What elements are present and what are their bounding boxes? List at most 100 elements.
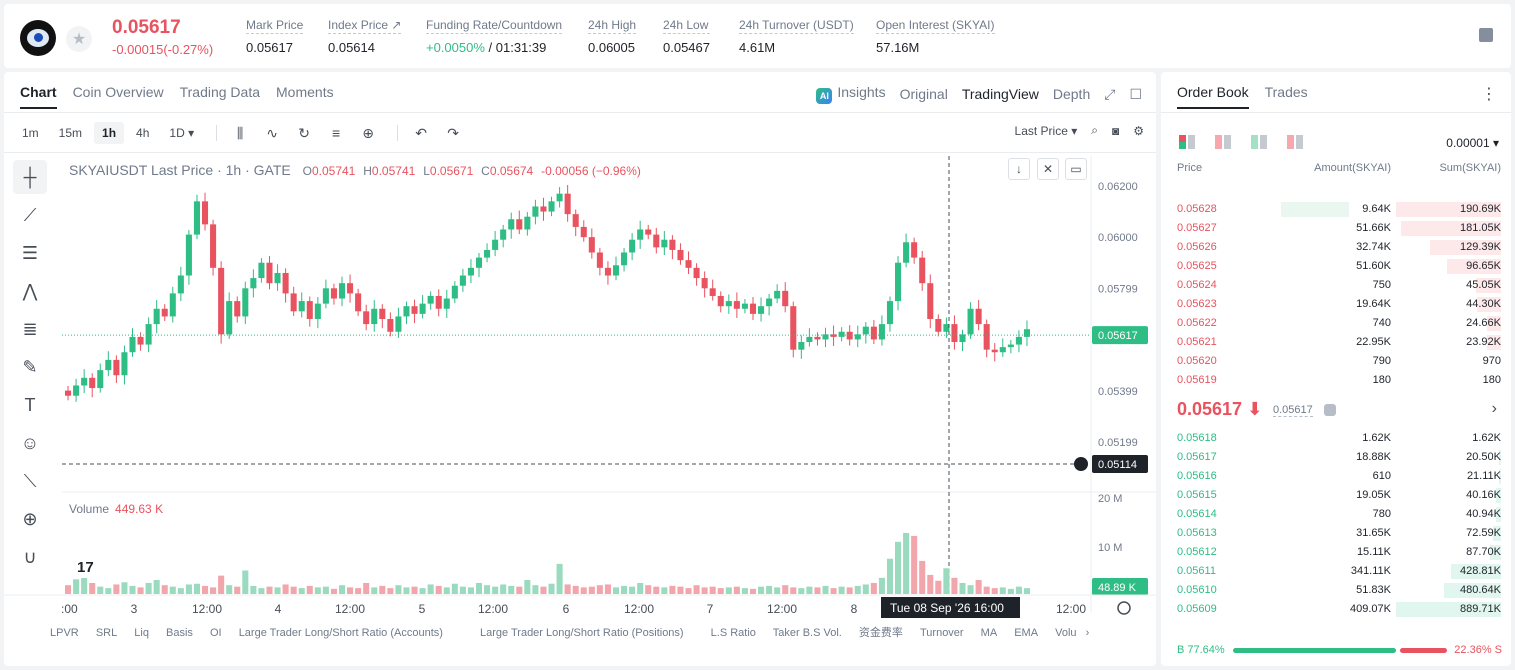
indicator-item[interactable]: L.S Ratio — [710, 627, 756, 639]
interval-1h[interactable]: 1h — [94, 122, 125, 144]
expand-icon[interactable]: ⤢ — [1104, 85, 1116, 102]
redo-icon[interactable]: ↷ — [447, 124, 459, 141]
crosshair-icon[interactable]: ┼ — [13, 160, 47, 194]
indicators-icon[interactable]: ∿ — [266, 124, 278, 141]
interval-4h[interactable]: 4h — [136, 126, 150, 140]
scroll-down-icon[interactable]: ↓ — [1008, 158, 1030, 180]
announcement-icon[interactable] — [1479, 28, 1493, 42]
volume-bar — [282, 584, 289, 594]
ask-row[interactable]: 0.05623 19.64K 44.30K — [1161, 295, 1511, 314]
favorite-star-icon[interactable]: ★ — [66, 26, 92, 52]
candle-body — [129, 336, 136, 353]
ask-row[interactable]: 0.05621 22.95K 23.92K — [1161, 333, 1511, 352]
collapse-icon[interactable]: ✕ — [1037, 158, 1059, 180]
volume-bar — [516, 586, 523, 594]
ask-row[interactable]: 0.05622 740 24.66K — [1161, 314, 1511, 333]
tab-trades[interactable]: Trades — [1264, 84, 1308, 100]
bid-row[interactable]: 0.05613 31.65K 72.59K — [1161, 524, 1511, 543]
window-icon[interactable]: ☐ — [1129, 85, 1142, 102]
bid-row[interactable]: 0.05616 610 21.11K — [1161, 467, 1511, 486]
more-menu-icon[interactable]: ⋮ — [1481, 86, 1497, 103]
brush-icon[interactable]: ✎ — [22, 356, 38, 377]
bid-row[interactable]: 0.05618 1.62K 1.62K — [1161, 429, 1511, 448]
indicator-item[interactable]: 资金费率 — [858, 627, 903, 639]
indicator-item[interactable]: Volu — [1055, 627, 1077, 639]
stat-mark-price[interactable]: Mark Price 0.05617 — [246, 18, 304, 55]
mode-both-light-icon[interactable] — [1215, 135, 1231, 149]
search-icon[interactable]: ⌕ — [1091, 123, 1098, 137]
volume-bar — [895, 541, 902, 594]
indicator-item[interactable]: Basis — [166, 627, 193, 639]
magnet-icon[interactable]: ∪ — [23, 546, 37, 567]
interval-1m[interactable]: 1m — [22, 126, 39, 140]
price-type-dropdown[interactable]: Last Price ▾ — [1014, 123, 1078, 138]
pattern-icon[interactable]: ⋀ — [22, 280, 38, 301]
volume-bar — [903, 532, 910, 594]
tab-moments[interactable]: Moments — [276, 84, 334, 100]
mode-both-icon[interactable] — [1179, 135, 1195, 149]
insights-button[interactable]: AI Insights — [816, 84, 886, 104]
indicator-item[interactable]: OI — [210, 627, 222, 639]
indicator-item[interactable]: SRL — [95, 627, 118, 639]
precision-dropdown[interactable]: 0.00001 ▾ — [1446, 136, 1499, 150]
bid-row[interactable]: 0.05610 51.83K 480.64K — [1161, 581, 1511, 600]
tab-chart[interactable]: Chart — [20, 84, 57, 109]
refresh-icon[interactable]: ↻ — [298, 124, 310, 141]
price-chart[interactable]: 0.062000.060000.057990.055990.053990.051… — [4, 72, 1156, 666]
ruler-icon[interactable]: ⟍ — [23, 470, 37, 491]
bid-row[interactable]: 0.05617 18.88K 20.50K — [1161, 448, 1511, 467]
templates-icon[interactable]: ≡ — [332, 125, 341, 141]
chevron-right-icon[interactable]: › — [1085, 627, 1090, 639]
gear-icon[interactable]: ⚙ — [1133, 123, 1144, 138]
bid-row[interactable]: 0.05609 409.07K 889.71K — [1161, 600, 1511, 619]
bid-row[interactable]: 0.05612 15.11K 87.70K — [1161, 543, 1511, 562]
ask-row[interactable]: 0.05628 9.64K 190.69K — [1161, 200, 1511, 219]
view-original[interactable]: Original — [899, 86, 948, 102]
view-depth[interactable]: Depth — [1052, 86, 1091, 102]
bid-row[interactable]: 0.05611 341.11K 428.81K — [1161, 562, 1511, 581]
tab-order-book[interactable]: Order Book — [1177, 84, 1249, 109]
candle-body — [516, 219, 523, 230]
candlestick-type-icon[interactable]: ⫼ — [236, 124, 244, 141]
candle-body — [653, 234, 660, 248]
indicator-item[interactable]: EMA — [1014, 627, 1039, 639]
zoom-in-icon[interactable]: ⊕ — [22, 508, 38, 529]
ask-row[interactable]: 0.05620 790 970 — [1161, 352, 1511, 371]
indicator-item[interactable]: Turnover — [919, 627, 964, 639]
stat-funding-rate[interactable]: Funding Rate/Countdown +0.0050% / 01:31:… — [426, 18, 563, 55]
undo-icon[interactable]: ↶ — [415, 124, 427, 141]
fullscreen-icon[interactable]: ▭ — [1065, 158, 1087, 180]
camera-icon[interactable]: ◙ — [1111, 123, 1120, 138]
interval-1d-dropdown[interactable]: 1D ▾ — [169, 126, 195, 140]
tab-coin-overview[interactable]: Coin Overview — [72, 84, 164, 100]
stat-index-price[interactable]: Index Price ↗ 0.05614 — [328, 18, 402, 55]
text-icon[interactable]: T — [24, 394, 36, 415]
indicator-item[interactable]: Large Trader Long/Short Ratio (Accounts) — [238, 627, 443, 639]
bid-row[interactable]: 0.05615 19.05K 40.16K — [1161, 486, 1511, 505]
candle-body — [540, 206, 547, 212]
interval-15m[interactable]: 15m — [58, 126, 83, 140]
ask-row[interactable]: 0.05624 750 45.05K — [1161, 276, 1511, 295]
ask-row[interactable]: 0.05627 51.66K 181.05K — [1161, 219, 1511, 238]
chevron-right-icon[interactable]: › — [1491, 400, 1497, 417]
ask-row[interactable]: 0.05625 51.60K 96.65K — [1161, 257, 1511, 276]
mode-asks-icon[interactable] — [1287, 135, 1303, 149]
trendline-icon[interactable]: ⟋ — [23, 204, 37, 225]
candle-body — [500, 229, 507, 240]
indicator-item[interactable]: Taker B.S Vol. — [772, 627, 842, 639]
indicator-item[interactable]: LPVR — [50, 627, 79, 639]
stat-open-interest[interactable]: Open Interest (SKYAI) 57.16M — [876, 18, 995, 55]
indicator-item[interactable]: Large Trader Long/Short Ratio (Positions… — [479, 627, 684, 639]
view-tradingview[interactable]: TradingView — [961, 86, 1039, 102]
mode-bids-icon[interactable] — [1251, 135, 1267, 149]
ask-row[interactable]: 0.05619 180 180 — [1161, 371, 1511, 390]
ask-row[interactable]: 0.05626 32.74K 129.39K — [1161, 238, 1511, 257]
emoji-icon[interactable]: ☺ — [20, 432, 40, 453]
tab-trading-data[interactable]: Trading Data — [179, 84, 261, 100]
indicator-item[interactable]: Liq — [134, 627, 149, 639]
fib-icon[interactable]: ≣ — [22, 318, 38, 339]
add-alert-icon[interactable]: ⊕ — [362, 124, 374, 141]
bid-row[interactable]: 0.05614 780 40.94K — [1161, 505, 1511, 524]
indicator-item[interactable]: MA — [980, 627, 998, 639]
horizontal-lines-icon[interactable]: ☰ — [21, 242, 39, 263]
